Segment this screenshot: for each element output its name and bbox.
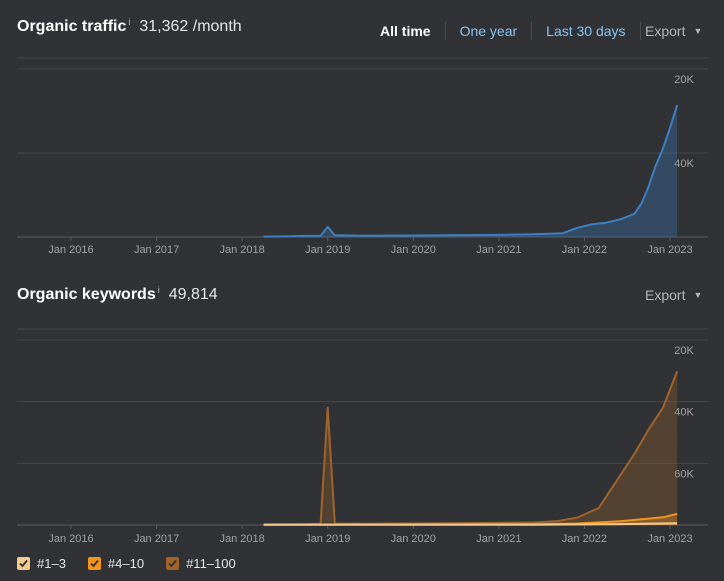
range-all-time[interactable]: All time: [380, 23, 431, 39]
y-tick-label: 40K: [674, 158, 694, 170]
keywords-value: 49,814: [168, 286, 218, 303]
x-tick-label: Jan 2018: [220, 533, 265, 545]
x-tick-label: Jan 2018: [220, 244, 265, 256]
x-tick-label: Jan 2022: [562, 244, 607, 256]
checkbox-icon[interactable]: [17, 557, 30, 570]
organic-keywords-section: Organic keywords i 49,814 Export ▼ 60K 40…: [0, 270, 724, 550]
x-tick-label: Jan 2019: [305, 533, 350, 545]
range-divider: [444, 22, 446, 40]
keywords-info-icon[interactable]: i: [157, 285, 160, 295]
legend-label: #11–100: [186, 556, 236, 571]
series-area-11-100: [263, 371, 678, 525]
traffic-value: 31,362 /month: [139, 18, 242, 35]
checkbox-icon[interactable]: [166, 557, 180, 570]
x-tick-label: Jan 2020: [391, 244, 436, 256]
organic-traffic-section: Organic traffic i 31,362 /month All time…: [0, 0, 724, 270]
legend-label: #1–3: [37, 556, 66, 571]
x-tick-label: Jan 2019: [305, 244, 350, 256]
x-tick-label: Jan 2016: [48, 244, 93, 256]
x-tick-label: Jan 2020: [391, 533, 436, 545]
series-line-traffic: [263, 104, 679, 238]
traffic-chart: 40K 20K Jan 2016 Jan 2017 Jan 2018 Jan 2019 Ja…: [17, 57, 708, 256]
x-tick-label: Jan 2023: [647, 533, 692, 545]
series-line-11-100: [263, 371, 679, 526]
x-tick-label: Jan 2022: [562, 533, 607, 545]
y-tick-label: 60K: [674, 468, 694, 480]
x-tick-label: Jan 2017: [134, 244, 179, 256]
legend-item-4-10[interactable]: #4–10: [87, 556, 145, 571]
traffic-info-icon[interactable]: i: [128, 17, 131, 27]
range-divider: [639, 22, 641, 40]
x-tick-label: Jan 2021: [476, 244, 521, 256]
keywords-export-button[interactable]: Export ▼: [645, 287, 702, 303]
traffic-header: Organic traffic i 31,362 /month: [17, 17, 242, 36]
y-tick-label: 20K: [674, 345, 694, 357]
keywords-legend: #1–3 #4–10 #11–100: [17, 556, 258, 571]
keywords-header: Organic keywords i 49,814: [17, 285, 218, 304]
legend-label: #4–10: [107, 556, 145, 571]
range-one-year[interactable]: One year: [459, 23, 518, 39]
range-last-30-days[interactable]: Last 30 days: [546, 23, 626, 39]
traffic-export-button[interactable]: Export ▼: [645, 23, 702, 39]
keywords-chart: 60K 40K 20K Jan 2016 Jan 2017 Jan 2018 Jan 201…: [17, 328, 708, 545]
series-line-1-3: [263, 522, 678, 526]
keywords-title: Organic keywords: [17, 286, 156, 303]
x-tick-label: Jan 2021: [476, 533, 521, 545]
x-tick-label: Jan 2016: [48, 533, 93, 545]
legend-item-top3[interactable]: #1–3: [17, 556, 66, 571]
range-divider: [531, 22, 533, 40]
y-tick-label: 40K: [674, 407, 694, 419]
legend-item-11-100[interactable]: #11–100: [166, 556, 236, 571]
range-selector: All time One year Last 30 days: [380, 22, 655, 40]
chevron-down-icon: ▼: [693, 26, 703, 36]
traffic-export-label: Export: [645, 23, 686, 39]
keywords-export-label: Export: [645, 287, 686, 303]
y-tick-label: 20K: [674, 74, 694, 86]
checkbox-icon[interactable]: [87, 557, 101, 570]
traffic-title: Organic traffic: [17, 18, 127, 35]
series-area-traffic: [263, 105, 678, 237]
x-tick-label: Jan 2017: [134, 533, 179, 545]
chevron-down-icon: ▼: [693, 290, 703, 300]
x-tick-label: Jan 2023: [647, 244, 692, 256]
